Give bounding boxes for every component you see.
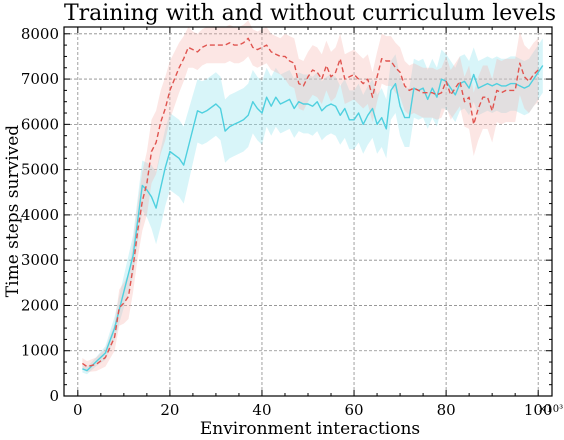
series-lines (82, 37, 544, 372)
chart-title: Training with and without curriculum lev… (64, 1, 556, 26)
y-axis-label: Time steps survived (3, 125, 23, 297)
confidence-bands (82, 20, 543, 375)
y-tick-label: 1000 (21, 342, 59, 360)
y-tick-label: 4000 (21, 206, 59, 224)
y-tick-label: 5000 (21, 161, 59, 179)
y-tick-label: 8000 (21, 25, 59, 43)
x-tick-label: 0 (73, 401, 83, 419)
series-1-band (82, 38, 543, 375)
y-tick-label: 0 (49, 387, 59, 405)
x-tick-label: 80 (437, 401, 456, 419)
y-tick-label: 7000 (21, 70, 59, 88)
x-tick-label: 20 (160, 401, 179, 419)
x-axis-label: Environment interactions (200, 419, 420, 439)
axis-ticks: 0 20 40 60 80 1000100020003000400050006000700… (21, 25, 553, 419)
series-1-line (82, 65, 544, 372)
y-tick-label: 2000 (21, 296, 59, 314)
x-tick-label: 40 (252, 401, 271, 419)
series-2-line (82, 37, 539, 368)
series-2-band (82, 20, 539, 372)
x-tick-label: 100 (524, 401, 553, 419)
y-tick-label: 6000 (21, 115, 59, 133)
y-tick-label: 3000 (21, 251, 59, 269)
x-axis-multiplier: ×10³ (538, 404, 563, 415)
x-tick-label: 60 (344, 401, 363, 419)
